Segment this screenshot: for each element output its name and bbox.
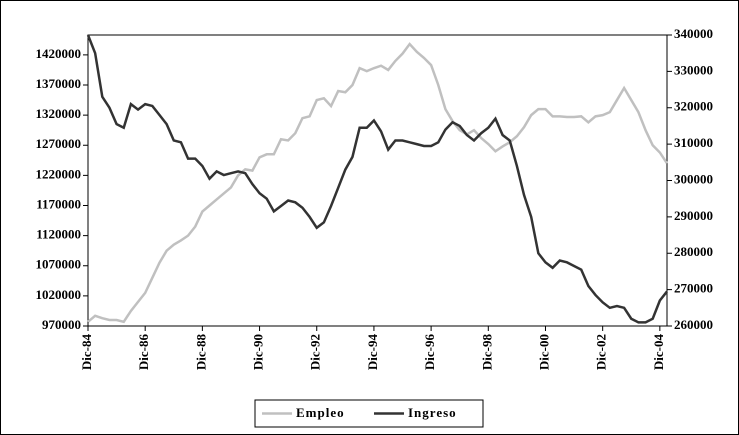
- y2-tick-label: 340000: [674, 26, 713, 41]
- x-tick-label: Dic-92: [308, 334, 323, 370]
- y2-tick-label: 300000: [674, 171, 713, 186]
- x-tick-label: Dic-98: [479, 334, 494, 371]
- y-tick-label: 1270000: [36, 136, 82, 151]
- x-tick-label: Dic-88: [193, 334, 208, 371]
- x-tick-label: Dic-02: [594, 334, 609, 370]
- series-line: [87, 42, 669, 324]
- y-tick-label: 1070000: [36, 257, 82, 272]
- x-tick-label: Dic-94: [365, 334, 380, 371]
- x-tick-label: Dic-84: [79, 334, 94, 371]
- y-tick-label: 1320000: [36, 106, 82, 121]
- y2-tick-label: 270000: [674, 281, 713, 296]
- y-tick-label: 1020000: [36, 287, 82, 302]
- y2-tick-label: 280000: [674, 244, 713, 259]
- x-tick-label: Dic-86: [136, 334, 151, 371]
- legend: Empleo Ingreso: [254, 399, 484, 428]
- legend-box: [254, 399, 484, 428]
- legend-label: Ingreso: [408, 405, 457, 420]
- x-tick-label: Dic-96: [422, 334, 437, 371]
- y-tick-label: 1120000: [36, 227, 81, 242]
- y2-tick-label: 310000: [674, 135, 713, 150]
- y2-tick-label: 260000: [674, 317, 713, 332]
- y-tick-label: 970000: [42, 317, 81, 332]
- y-tick-label: 1420000: [36, 46, 82, 61]
- x-tick-label: Dic-00: [536, 334, 551, 370]
- y-tick-label: 1370000: [36, 76, 82, 91]
- y2-tick-label: 320000: [674, 99, 713, 114]
- y-tick-label: 1170000: [36, 196, 81, 211]
- y-tick-label: 1220000: [36, 166, 82, 181]
- x-tick-label: Dic-04: [651, 334, 666, 371]
- legend-label: Empleo: [296, 405, 345, 420]
- x-tick-label: Dic-90: [251, 334, 266, 370]
- y2-tick-label: 330000: [674, 62, 713, 77]
- series-line: [86, 34, 668, 324]
- y2-tick-label: 290000: [674, 208, 713, 223]
